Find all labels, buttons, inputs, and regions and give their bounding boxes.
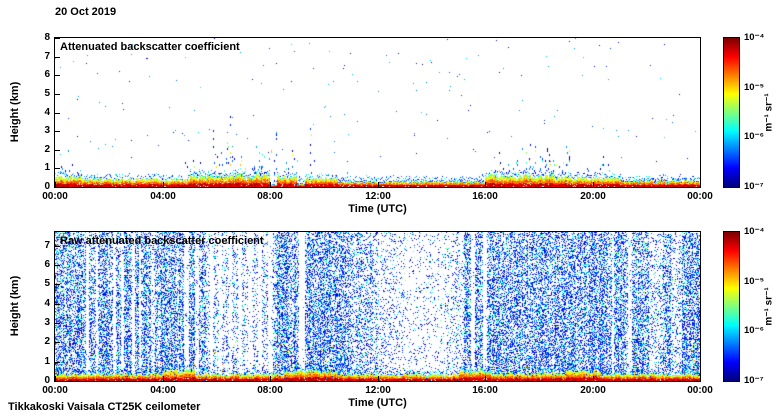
x-tick-mark [700,182,701,187]
panel-2-frame [54,231,701,382]
x-tick-label: 04:00 [150,191,176,202]
panel-1-title: Attenuated backscatter coefficient [60,41,240,53]
y-tick-mark [55,246,60,247]
y-tick-label: 3 [44,317,50,328]
x-tick-mark [55,182,56,187]
y-tick-label: 6 [44,259,50,270]
x-tick-label: 12:00 [365,385,391,396]
y-tick-mark [55,113,60,114]
colorbar-tick-label: 10⁻⁴ [744,32,765,43]
panel-2-title: Raw attenuated backscatter coefficient [60,235,264,247]
x-tick-label: 00:00 [42,191,68,202]
x-tick-mark [593,182,594,187]
x-tick-mark [270,376,271,381]
y-tick-mark [55,168,60,169]
y-tick-label: 0 [44,181,50,192]
colorbar-tick-label: 10⁻⁷ [744,181,764,192]
x-tick-mark [485,182,486,187]
x-tick-label: 12:00 [365,191,391,202]
panel-1-frame [54,37,701,188]
y-tick-mark [55,57,60,58]
y-tick-mark [55,94,60,95]
x-tick-mark [485,376,486,381]
y-tick-label: 7 [44,51,50,62]
colorbar-tick-label: 10⁻⁴ [744,226,765,237]
colorbar-tick-label: 10⁻⁶ [744,131,764,142]
y-tick-label: 1 [44,356,50,367]
y-axis-label-2: Height (km) [9,275,21,337]
x-tick-label: 16:00 [472,385,498,396]
y-tick-label: 1 [44,162,50,173]
y-tick-label: 5 [44,88,50,99]
x-tick-label: 04:00 [150,385,176,396]
x-tick-label: 08:00 [257,191,283,202]
x-tick-mark [270,182,271,187]
colorbar-1 [724,38,739,187]
y-tick-label: 8 [44,32,50,43]
y-tick-label: 3 [44,125,50,136]
y-tick-mark [55,362,60,363]
y-tick-mark [55,187,60,188]
x-axis-label-1: Time (UTC) [348,203,407,215]
colorbar-2-frame [723,231,740,382]
y-axis-label-1: Height (km) [9,81,21,143]
x-tick-label: 00:00 [687,385,713,396]
y-tick-label: 2 [44,336,50,347]
x-tick-mark [378,182,379,187]
y-tick-label: 0 [44,375,50,386]
x-tick-mark [378,376,379,381]
colorbar-tick-label: 10⁻⁵ [744,276,765,287]
y-tick-label: 4 [44,107,50,118]
colorbar-2 [724,232,739,381]
y-tick-label: 4 [44,298,50,309]
y-tick-mark [55,381,60,382]
colorbar-tick-label: 10⁻⁷ [744,375,764,386]
colorbar-1-frame [723,37,740,188]
x-tick-mark [163,182,164,187]
x-tick-mark [163,376,164,381]
y-tick-mark [55,342,60,343]
x-tick-label: 00:00 [687,191,713,202]
x-axis-label-2: Time (UTC) [348,397,407,409]
y-tick-mark [55,38,60,39]
x-tick-label: 20:00 [580,385,606,396]
y-tick-mark [55,131,60,132]
y-tick-mark [55,323,60,324]
x-tick-label: 20:00 [580,191,606,202]
x-tick-label: 00:00 [42,385,68,396]
raw-attenuated-backscatter-heatmap [55,232,700,381]
x-tick-mark [700,376,701,381]
x-tick-mark [593,376,594,381]
x-tick-label: 08:00 [257,385,283,396]
x-tick-mark [55,376,56,381]
y-tick-mark [55,265,60,266]
x-tick-label: 16:00 [472,191,498,202]
y-tick-mark [55,150,60,151]
y-tick-mark [55,304,60,305]
instrument-footer-label: Tikkakoski Vaisala CT25K ceilometer [8,401,201,413]
y-tick-mark [55,75,60,76]
date-label: 20 Oct 2019 [55,6,117,18]
y-tick-label: 6 [44,69,50,80]
y-tick-label: 5 [44,278,50,289]
colorbar-tick-label: 10⁻⁶ [744,325,764,336]
colorbar-tick-label: 10⁻⁵ [744,82,765,93]
y-tick-label: 2 [44,144,50,155]
y-tick-mark [55,284,60,285]
y-tick-label: 7 [44,240,50,251]
attenuated-backscatter-heatmap [55,38,700,187]
